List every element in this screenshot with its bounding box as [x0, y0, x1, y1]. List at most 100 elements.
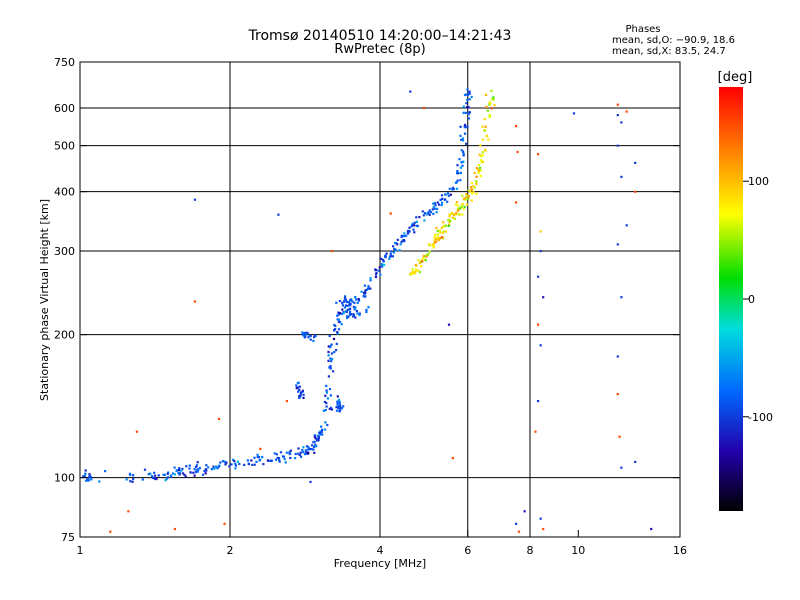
o-trace-dot — [306, 331, 309, 334]
x-trace-dot — [439, 237, 442, 240]
x-trace-dot — [424, 259, 427, 262]
o-trace-dot — [388, 255, 391, 258]
o-trace-dot — [351, 300, 354, 303]
o-trace-dot — [132, 474, 135, 477]
x-trace-dot — [462, 197, 465, 200]
x-trace-dot — [455, 213, 458, 216]
o-trace-dot — [336, 318, 339, 321]
x-trace-dot — [428, 250, 431, 253]
o-trace-dot — [410, 225, 413, 228]
x-trace-dot — [437, 236, 440, 239]
o-trace-dot — [348, 301, 351, 304]
o-trace-dot — [329, 365, 332, 368]
echo-point — [127, 510, 130, 513]
o-trace-dot — [432, 202, 435, 205]
x-trace-dot — [472, 185, 475, 188]
o-trace-dot — [259, 458, 262, 461]
y-tick-label: 100 — [54, 472, 75, 485]
x-trace-dot — [418, 261, 421, 264]
o-trace-dot — [302, 451, 305, 454]
x-trace-dot — [422, 254, 425, 258]
o-trace-dot — [149, 472, 152, 475]
o-trace-dot — [461, 164, 464, 167]
x-trace-dot — [485, 93, 488, 96]
o-trace-dot — [338, 410, 341, 413]
x-trace-dot — [436, 230, 439, 233]
echo-point — [515, 201, 518, 204]
x-trace-dot — [480, 161, 483, 164]
o-trace-dot — [207, 466, 210, 469]
x-trace-dot — [414, 271, 417, 274]
echo-point — [515, 522, 518, 525]
o-trace-dot — [234, 464, 238, 467]
o-trace-dot — [335, 349, 338, 352]
o-trace-dot — [328, 388, 332, 391]
o-trace-dot — [382, 258, 385, 262]
o-trace-dot — [353, 308, 356, 311]
o-trace-dot — [195, 469, 198, 472]
echo-point — [572, 112, 576, 115]
o-trace-dot — [336, 314, 339, 317]
o-trace-dot — [297, 390, 300, 393]
o-trace-dot — [278, 460, 281, 463]
o-trace-dot — [330, 352, 333, 355]
o-trace-dot — [339, 404, 342, 408]
o-trace-dot — [460, 161, 463, 164]
o-trace-dot — [166, 472, 169, 475]
o-trace-dot — [312, 441, 315, 444]
o-trace-dot — [456, 170, 459, 173]
o-trace-dot — [352, 305, 355, 308]
x-trace-dot — [463, 206, 466, 209]
o-trace-dot — [189, 471, 192, 474]
x-trace-dot — [478, 166, 482, 169]
o-trace-dot — [399, 243, 402, 246]
o-trace-dot — [294, 452, 297, 456]
o-trace-dot — [467, 117, 471, 120]
o-trace-dot — [185, 465, 188, 468]
o-trace-dot — [466, 98, 469, 102]
x-trace-dot — [454, 203, 458, 206]
x-trace-dot — [464, 196, 467, 199]
x-trace-dot — [481, 125, 484, 128]
o-trace-dot — [400, 240, 403, 244]
o-trace-dot — [467, 113, 470, 116]
o-trace-dot — [301, 332, 305, 335]
o-trace-dot — [298, 453, 301, 457]
o-trace-dot — [446, 200, 449, 203]
x-trace-dot — [465, 193, 468, 196]
o-trace-dot — [178, 467, 181, 470]
o-trace-dot — [193, 468, 196, 471]
o-trace-dot — [428, 209, 431, 212]
x-trace-dot — [427, 253, 430, 256]
o-trace-dot — [327, 375, 330, 378]
o-trace-dot — [295, 384, 298, 387]
o-trace-dot — [163, 473, 166, 476]
o-trace-dot — [175, 469, 178, 472]
echo-point — [447, 323, 451, 326]
o-trace-dot — [181, 467, 184, 471]
x-trace-dot — [411, 271, 414, 274]
echo-point — [537, 153, 540, 156]
o-trace-dot — [173, 473, 176, 476]
o-trace-dot — [346, 316, 349, 320]
o-trace-dot — [302, 393, 305, 396]
x-trace-dot — [417, 269, 420, 272]
o-trace-dot — [412, 224, 416, 227]
x-trace-dot — [477, 168, 480, 172]
o-trace-dot — [325, 389, 328, 392]
o-trace-dot — [147, 473, 150, 476]
o-trace-dot — [452, 188, 455, 191]
o-trace-dot — [331, 358, 334, 361]
x-trace-dot — [475, 167, 478, 170]
o-trace-dot — [303, 334, 306, 337]
o-trace-dot — [338, 400, 341, 404]
o-trace-dot — [305, 333, 308, 336]
x-trace-dot — [414, 264, 417, 267]
x-trace-dot — [492, 96, 495, 99]
o-trace-dot — [406, 229, 410, 233]
o-trace-dot — [278, 459, 281, 462]
echo-point — [109, 530, 112, 533]
x-trace-dot — [470, 199, 473, 202]
o-trace-dot — [342, 405, 345, 408]
o-trace-dot — [435, 211, 438, 214]
